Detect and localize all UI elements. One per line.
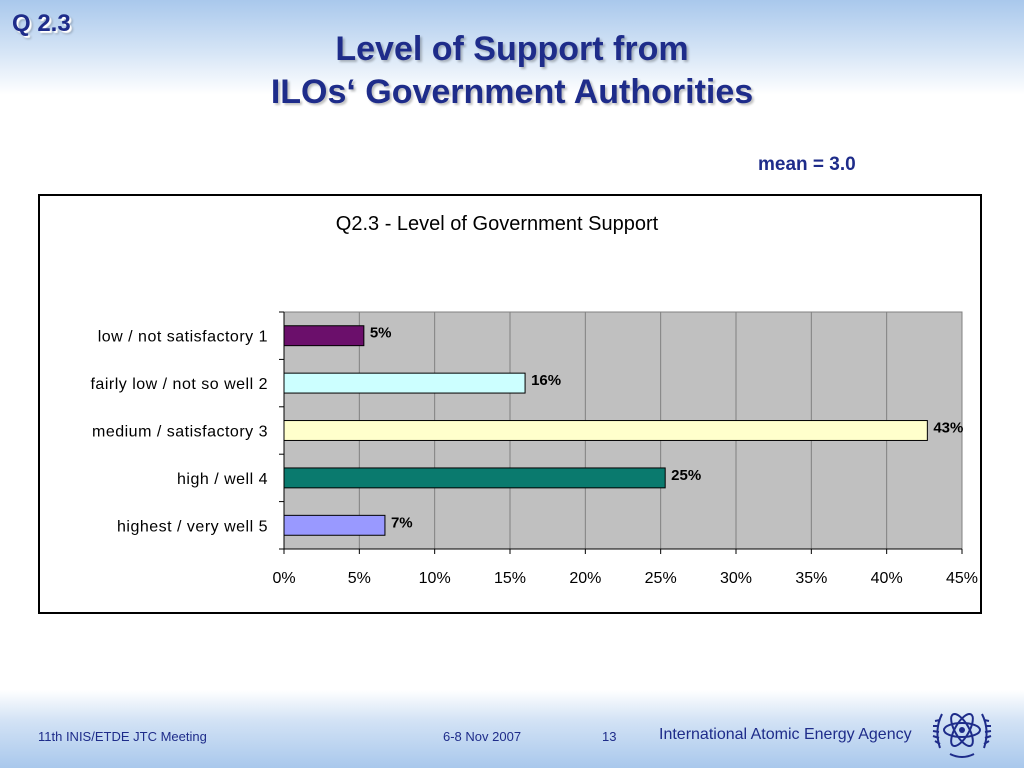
bar: [283, 467, 666, 489]
footer-meeting: 11th INIS/ETDE JTC Meeting: [38, 729, 207, 744]
x-tick-label: 45%: [946, 570, 978, 587]
data-label: 7%: [391, 514, 413, 531]
footer-agency: International Atomic Energy Agency: [659, 726, 912, 743]
question-label: Q 2.3: [12, 10, 71, 37]
chart-title: Q2.3 - Level of Government Support: [336, 213, 659, 235]
x-tick-label: 0%: [272, 570, 295, 587]
data-label: 5%: [370, 325, 392, 342]
x-tick-label: 10%: [419, 570, 451, 587]
category-label: fairly low / not so well 2: [90, 376, 268, 393]
x-tick-label: 5%: [348, 570, 371, 587]
iaea-atom-logo-icon: [932, 713, 992, 758]
bar: [283, 372, 526, 394]
mean-value: mean = 3.0: [758, 154, 856, 175]
category-label: high / well 4: [177, 471, 268, 488]
footer-band: [0, 690, 1024, 768]
data-label: 16%: [531, 372, 561, 389]
bar: [283, 325, 365, 347]
header-band: [0, 0, 1024, 95]
x-tick-label: 25%: [645, 570, 677, 587]
data-label: 43%: [933, 420, 963, 437]
category-label: low / not satisfactory 1: [98, 329, 268, 346]
footer-page-number: 13: [602, 729, 617, 744]
category-label: highest / very well 5: [117, 518, 268, 535]
x-tick-label: 30%: [720, 570, 752, 587]
category-label: medium / satisfactory 3: [92, 424, 268, 441]
x-tick-label: 15%: [494, 570, 526, 587]
x-tick-label: 35%: [795, 570, 827, 587]
bar: [283, 420, 928, 441]
slide-title-line1: Level of Support from: [335, 30, 689, 68]
x-tick-label: 20%: [569, 570, 601, 587]
slide-title: Level of Support from ILOs‘ Government A…: [0, 28, 1024, 114]
bar: [283, 514, 386, 536]
x-tick-label: 40%: [871, 570, 903, 587]
footer-date: 6-8 Nov 2007: [443, 729, 522, 744]
slide-title-line2: ILOs‘ Government Authorities: [270, 73, 754, 111]
data-label: 25%: [671, 467, 701, 484]
